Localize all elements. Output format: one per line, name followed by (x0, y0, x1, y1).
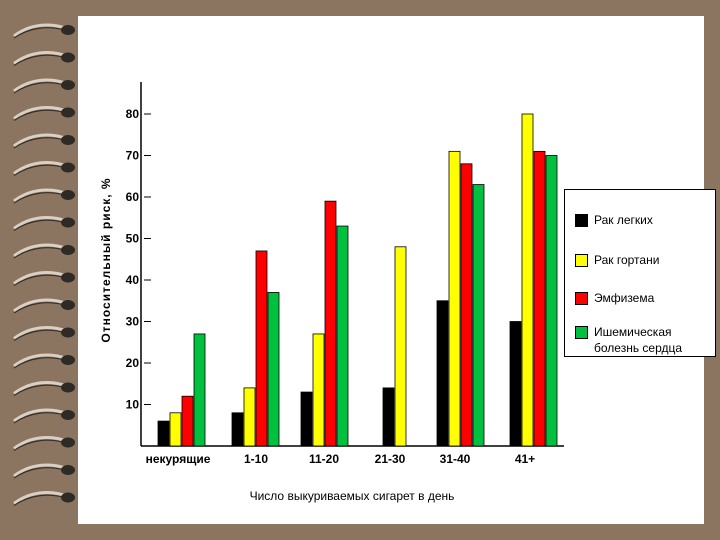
bar (169, 412, 182, 447)
spiral-ring (13, 243, 75, 259)
bar (312, 333, 325, 447)
bar (231, 412, 244, 447)
x-category-label: 21-30 (375, 452, 406, 466)
y-tick-label: 10 (126, 398, 140, 412)
spiral-ring (13, 215, 75, 231)
legend-label: Ишемическая болезнь сердца (594, 325, 683, 355)
spiral-ring (13, 23, 75, 39)
bar (382, 387, 395, 447)
spiral-ring (13, 435, 75, 451)
bar (243, 387, 256, 447)
bar (181, 395, 194, 447)
y-tick-label: 70 (126, 149, 140, 163)
spiral-ring (13, 408, 75, 424)
y-tick-label: 30 (126, 315, 140, 329)
spiral-binding-decoration (13, 23, 75, 506)
spiral-ring (13, 78, 75, 94)
x-category-label: 31-40 (440, 452, 471, 466)
bar (533, 150, 546, 447)
bar (509, 321, 522, 447)
legend-swatch (575, 326, 588, 339)
bar (324, 200, 337, 447)
bar (448, 150, 461, 447)
x-category-label: 1-10 (244, 452, 268, 466)
bar (300, 391, 313, 447)
spiral-ring (13, 463, 75, 479)
y-tick-label: 60 (126, 190, 140, 204)
x-category-label: некурящие (146, 452, 211, 466)
bar (157, 420, 170, 447)
legend-item: Рак гортани (575, 252, 704, 268)
chart-axes (140, 82, 564, 447)
spiral-ring (13, 160, 75, 176)
legend-item: Ишемическая болезнь сердца (575, 324, 704, 356)
chart-bars (157, 113, 558, 447)
bar (267, 292, 280, 447)
spiral-ring (13, 298, 75, 314)
chart-legend: Рак легких Рак гортани Эмфизема Ишемическая… (564, 189, 716, 357)
bar (255, 250, 268, 447)
bar (521, 113, 534, 447)
x-category-label: 41+ (515, 452, 535, 466)
bar (394, 246, 407, 447)
y-tick-label: 20 (126, 356, 140, 370)
y-axis-title: Относительный риск, % (99, 177, 113, 342)
x-axis-title: Число выкуриваемых сигарет в день (250, 489, 455, 503)
legend-label: Эмфизема (594, 291, 655, 305)
spiral-ring (13, 133, 75, 149)
legend-item: Рак легких (575, 212, 704, 228)
legend-label: Рак гортани (594, 253, 660, 267)
spiral-ring (13, 270, 75, 286)
legend-swatch (575, 254, 588, 267)
bar (472, 184, 485, 447)
spiral-ring (13, 105, 75, 121)
legend-swatch (575, 214, 588, 227)
bar (460, 163, 473, 447)
legend-item: Эмфизема (575, 290, 704, 306)
y-tick-label: 40 (126, 273, 140, 287)
bar (193, 333, 206, 447)
legend-swatch (575, 292, 588, 305)
bar (545, 155, 558, 447)
spiral-ring (13, 325, 75, 341)
bar (436, 300, 449, 447)
spiral-ring (13, 380, 75, 396)
x-axis-categories: некурящие 1-10 11-20 21-30 31-40 41+ (146, 452, 536, 466)
y-tick-label: 50 (126, 232, 140, 246)
y-tick-label: 80 (126, 107, 140, 121)
bar (336, 225, 349, 447)
spiral-ring (13, 50, 75, 66)
spiral-ring (13, 353, 75, 369)
legend-label: Рак легких (594, 213, 653, 227)
y-axis-ticks: 10 20 30 40 50 60 70 80 (126, 107, 151, 412)
spiral-ring (13, 188, 75, 204)
x-category-label: 11-20 (309, 452, 339, 466)
spiral-ring (13, 490, 75, 506)
